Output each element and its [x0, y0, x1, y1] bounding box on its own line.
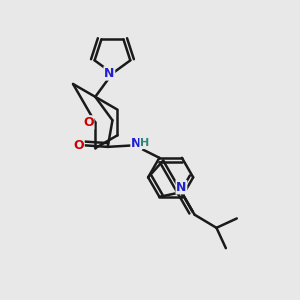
- Text: N: N: [176, 181, 187, 194]
- Text: O: O: [74, 139, 84, 152]
- Text: N: N: [131, 137, 141, 150]
- Text: O: O: [83, 116, 94, 129]
- Text: N: N: [104, 67, 115, 80]
- Text: H: H: [140, 138, 149, 148]
